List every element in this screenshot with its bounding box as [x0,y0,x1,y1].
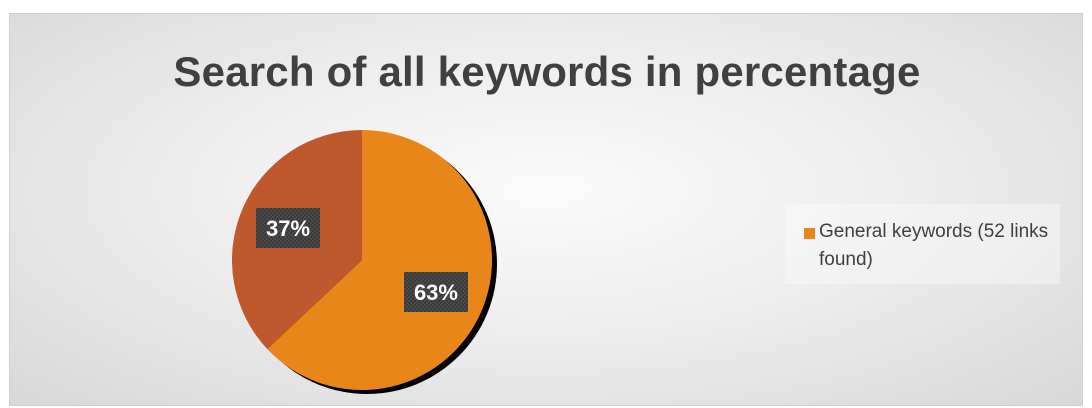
data-label-box [256,207,321,248]
data-label-text: 63% [414,280,458,305]
legend-swatch [804,228,815,239]
pie-chart: 63% 37% [232,130,497,394]
legend-entry-general-keywords: General keywords (52 links found) [819,221,1049,270]
pie-slice-1 [267,130,493,390]
data-label-box [403,272,468,313]
data-label-1: 63% [403,272,468,313]
chart-area: Search of all keywords in percentage 63%… [9,13,1083,406]
legend: General keywords (52 links found) [785,204,1060,284]
chart-title: Search of all keywords in percentage [173,48,921,95]
data-label-text: 37% [266,216,310,241]
data-label-2: 37% [256,207,321,248]
